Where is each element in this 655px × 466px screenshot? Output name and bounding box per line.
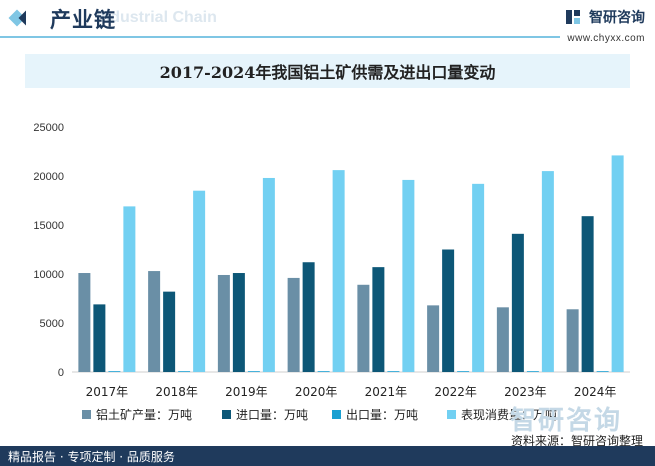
footer-slogan: 精品报告 · 专项定制 · 品质服务 xyxy=(8,450,175,464)
bar xyxy=(596,371,609,372)
bar-chart: 0 5000 10000 15000 20000 25000 2017年 2018年 2019年… xyxy=(33,122,630,422)
y-tick-label: 20000 xyxy=(33,171,64,183)
chart-title: 2017-2024年我国铝土矿供需及进出口量变动 xyxy=(159,63,496,82)
x-tick-label: 2017年 xyxy=(86,385,129,399)
bar xyxy=(302,262,315,372)
bar xyxy=(317,371,330,372)
brand-url: www.chyxx.com xyxy=(567,32,645,44)
section-title: 产业链 xyxy=(50,8,116,32)
legend-label: 铝土矿产量：万吨 xyxy=(96,407,192,422)
legend-label: 进口量：万吨 xyxy=(236,408,308,422)
header: Industrial Chain 产业链 智研咨询 www.chyxx.com xyxy=(0,0,655,44)
bar xyxy=(581,216,594,372)
bar xyxy=(247,371,260,372)
diamond-icon xyxy=(8,9,26,27)
x-tick-label: 2020年 xyxy=(295,385,338,399)
brand-name: 智研咨询 xyxy=(589,9,645,26)
x-tick-label: 2018年 xyxy=(155,385,198,399)
y-tick-label: 10000 xyxy=(33,269,64,281)
bar xyxy=(372,267,385,372)
legend-swatch xyxy=(447,410,456,419)
source-note: 资料来源：智研咨询整理 xyxy=(510,434,643,448)
bar xyxy=(611,155,624,372)
bar xyxy=(496,307,509,372)
bar xyxy=(123,206,136,372)
header-divider xyxy=(0,36,560,38)
bar xyxy=(442,249,455,372)
legend-swatch xyxy=(332,410,341,419)
bar xyxy=(427,305,440,372)
x-tick-label: 2024年 xyxy=(574,385,617,399)
chart-title-box: 2017-2024年我国铝土矿供需及进出口量变动 xyxy=(25,54,630,88)
y-tick-label: 5000 xyxy=(40,318,64,330)
bar xyxy=(93,304,106,372)
bar xyxy=(566,309,579,372)
x-tick-label: 2019年 xyxy=(225,385,268,399)
legend-label: 出口量：万吨 xyxy=(346,408,418,422)
bar xyxy=(511,233,524,372)
footer-watermark: 智研咨询 xyxy=(510,406,623,436)
legend-swatch xyxy=(222,410,231,419)
brand-logo-icon xyxy=(565,9,580,24)
bar xyxy=(287,277,300,372)
legend-swatch xyxy=(82,410,91,419)
footer-bar xyxy=(0,446,655,466)
x-tick-label: 2021年 xyxy=(365,385,408,399)
legend-label: 表现消费量：万吨 xyxy=(461,408,557,422)
bar xyxy=(193,190,206,372)
bar xyxy=(526,371,539,372)
bar xyxy=(178,371,191,372)
bar xyxy=(262,177,275,372)
bar xyxy=(387,371,400,372)
bar xyxy=(541,171,554,372)
y-tick-label: 25000 xyxy=(33,122,64,134)
bar xyxy=(232,273,245,372)
bar xyxy=(78,273,91,372)
y-tick-label: 0 xyxy=(58,367,64,379)
bar xyxy=(357,284,370,372)
bar xyxy=(402,179,415,372)
bar xyxy=(163,291,176,372)
bar xyxy=(457,371,470,372)
y-tick-label: 15000 xyxy=(33,220,64,232)
bar xyxy=(108,371,121,372)
bar xyxy=(332,170,345,372)
x-tick-label: 2022年 xyxy=(434,385,477,399)
brand: 智研咨询 www.chyxx.com xyxy=(565,6,645,44)
bar xyxy=(217,274,230,372)
bar xyxy=(148,271,161,372)
header-watermark: Industrial Chain xyxy=(96,9,217,26)
x-tick-label: 2023年 xyxy=(504,385,547,399)
bar xyxy=(472,183,485,372)
